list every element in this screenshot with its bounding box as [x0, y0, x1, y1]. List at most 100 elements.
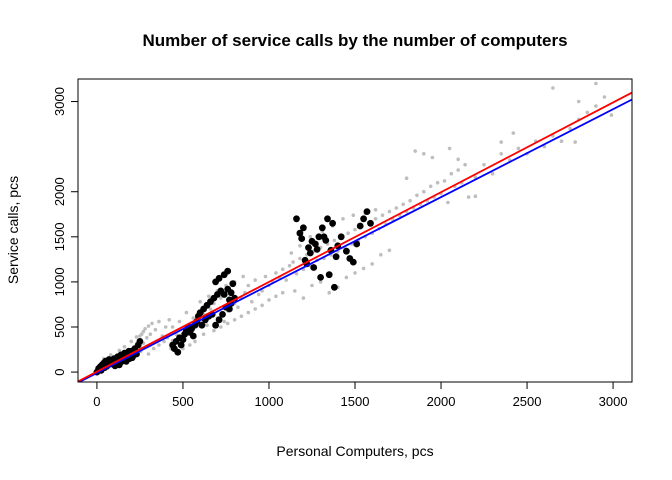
- population-point: [516, 146, 521, 151]
- population-point: [287, 263, 292, 268]
- population-point: [170, 325, 175, 329]
- population-point: [380, 213, 385, 217]
- population-point: [150, 321, 154, 326]
- x-axis: 0 500 1000 1500 2000 2500 3000: [93, 381, 628, 409]
- population-point: [456, 157, 461, 162]
- population-point: [145, 336, 149, 340]
- population-point: [263, 274, 268, 279]
- sample-point: [220, 291, 228, 298]
- population-point: [351, 213, 356, 217]
- sample-point: [215, 316, 223, 324]
- population-point: [239, 314, 244, 319]
- population-point: [576, 99, 581, 104]
- population-point: [551, 86, 555, 90]
- sample-point: [318, 224, 326, 232]
- sample-point: [363, 208, 371, 216]
- sample-point: [317, 274, 324, 281]
- population-point: [184, 310, 189, 315]
- sample-point: [312, 240, 319, 248]
- y-tick-label: 2000: [52, 177, 67, 206]
- sample-point: [306, 249, 314, 257]
- population-point: [559, 139, 564, 143]
- y-axis: 0 500 1000 1500 2000 3000: [52, 87, 79, 376]
- population-point: [151, 346, 156, 351]
- sample-point: [349, 258, 357, 266]
- population-point: [387, 248, 392, 253]
- population-point: [153, 327, 158, 332]
- population-point: [212, 328, 216, 333]
- sample-point: [189, 332, 197, 340]
- x-tick-label: 3000: [599, 394, 628, 409]
- sample-point: [219, 311, 226, 318]
- population-point: [134, 335, 139, 339]
- population-point: [594, 104, 598, 108]
- points-layer: [78, 81, 632, 382]
- population-point: [482, 162, 486, 167]
- population-point: [129, 339, 134, 344]
- population-point: [193, 339, 197, 344]
- population-point: [447, 146, 452, 151]
- population-point: [585, 110, 590, 115]
- population-point: [198, 299, 202, 304]
- x-axis-label: Personal Computers, pcs: [276, 443, 433, 459]
- population-point: [446, 200, 450, 205]
- x-tick-label: 1500: [341, 394, 370, 409]
- y-axis-label: Service calls, pcs: [5, 176, 21, 284]
- population-point: [332, 238, 337, 243]
- sample-point: [229, 280, 237, 288]
- population-point: [201, 332, 206, 337]
- sample-point: [227, 289, 235, 297]
- population-point: [293, 289, 297, 293]
- population-point: [253, 307, 257, 311]
- sample-point: [329, 219, 336, 227]
- y-tick-label: 500: [52, 316, 67, 338]
- population-point: [148, 332, 153, 337]
- population-point: [167, 318, 171, 322]
- population-point: [379, 253, 383, 257]
- population-point: [344, 275, 349, 280]
- population-point: [341, 217, 345, 221]
- population-point: [466, 195, 471, 199]
- population-point: [250, 299, 254, 304]
- sample-point: [215, 274, 223, 282]
- population-point: [246, 310, 251, 315]
- fit-line-red: [78, 91, 632, 382]
- sample-point: [300, 224, 307, 232]
- population-point: [191, 316, 196, 320]
- sample-point: [310, 264, 318, 271]
- population-point: [163, 325, 168, 329]
- population-point: [256, 292, 261, 297]
- population-point: [401, 202, 406, 207]
- sample-point: [125, 347, 133, 355]
- population-point: [415, 193, 419, 198]
- population-point: [177, 319, 182, 324]
- population-point: [353, 271, 357, 275]
- population-point: [225, 321, 230, 326]
- population-point: [609, 113, 614, 117]
- sample-point: [325, 271, 333, 279]
- population-point: [308, 235, 313, 239]
- population-point: [301, 296, 306, 300]
- population-point: [442, 179, 447, 183]
- population-point: [122, 345, 127, 349]
- population-point: [318, 280, 323, 284]
- population-point: [456, 168, 461, 172]
- population-point: [143, 327, 147, 331]
- population-point: [222, 319, 226, 324]
- population-point: [422, 189, 426, 194]
- sample-point: [332, 253, 340, 261]
- population-point: [146, 352, 151, 356]
- population-point: [449, 171, 454, 176]
- population-point: [274, 294, 278, 299]
- population-point: [294, 272, 299, 276]
- sample-point: [337, 233, 345, 241]
- population-point: [241, 274, 245, 279]
- population-point: [232, 318, 237, 322]
- population-point: [310, 283, 314, 288]
- population-point: [253, 278, 257, 282]
- sample-point: [313, 246, 321, 253]
- population-point: [280, 290, 285, 295]
- population-point: [408, 198, 412, 203]
- population-point: [473, 194, 478, 198]
